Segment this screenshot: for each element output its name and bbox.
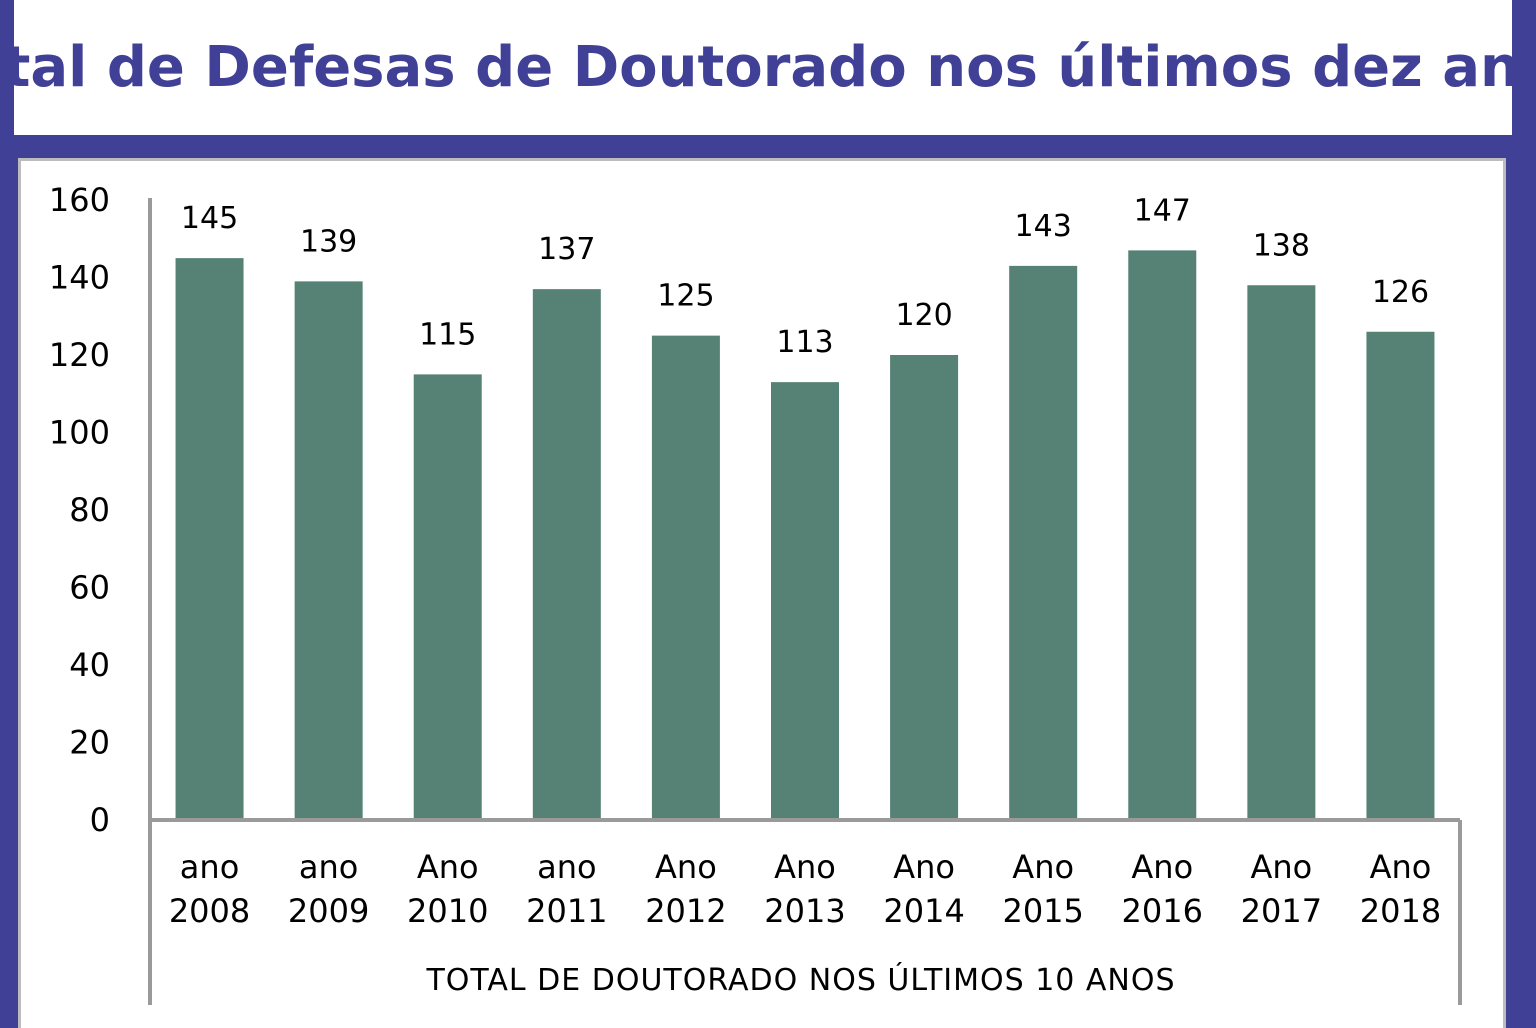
data-label: 147	[1134, 193, 1191, 228]
x-tick-label: Ano	[893, 848, 955, 886]
x-tick-label: 2014	[883, 892, 964, 930]
data-label: 115	[419, 317, 476, 352]
bar	[294, 281, 363, 820]
bar	[890, 355, 959, 820]
data-labels: 145 139 115 137 125 113 120 143 147 138 126	[181, 193, 1429, 360]
bar	[532, 289, 601, 820]
y-tick-label: 80	[69, 491, 110, 529]
data-label: 137	[538, 232, 595, 267]
data-label: 120	[895, 298, 952, 333]
data-label: 113	[776, 325, 833, 360]
title-banner: Total de Defesas de Doutorado nos último…	[0, 0, 1536, 135]
x-tick-label: Ano	[417, 848, 479, 886]
data-label: 145	[181, 201, 238, 236]
x-tick-label: ano	[299, 848, 358, 886]
x-tick-label: 2015	[1002, 892, 1083, 930]
y-tick-label: 60	[69, 569, 110, 607]
bar	[413, 374, 482, 820]
bars	[175, 250, 1435, 820]
category-labels: ano 2008 ano 2009 Ano 2010 ano 2011 Ano 2012 Ano 20…	[169, 848, 1441, 930]
y-tick-label: 40	[69, 646, 110, 684]
x-tick-label: 2013	[764, 892, 845, 930]
data-label: 143	[1015, 209, 1072, 244]
x-tick-label: 2009	[288, 892, 369, 930]
x-tick-label: 2011	[526, 892, 607, 930]
x-tick-label: 2008	[169, 892, 250, 930]
x-tick-label: Ano	[655, 848, 717, 886]
x-tick-label: Ano	[774, 848, 836, 886]
x-tick-label: 2010	[407, 892, 488, 930]
x-tick-label: 2018	[1360, 892, 1441, 930]
bar	[771, 382, 839, 820]
x-tick-label: ano	[180, 848, 239, 886]
data-label: 139	[300, 224, 357, 259]
x-tick-label: Ano	[1131, 848, 1193, 886]
y-tick-label: 100	[49, 414, 110, 452]
x-tick-label: Ano	[1012, 848, 1074, 886]
data-label: 126	[1372, 275, 1429, 310]
bar	[1128, 250, 1197, 820]
x-tick-label: 2017	[1241, 892, 1322, 930]
axes	[148, 198, 1462, 1005]
bar	[175, 258, 244, 820]
x-tick-label: Ano	[1250, 848, 1312, 886]
bar	[1247, 285, 1316, 820]
y-tick-label: 20	[69, 724, 110, 762]
x-tick-label: 2012	[645, 892, 726, 930]
y-tick-label: 160	[49, 181, 110, 219]
bar	[1009, 265, 1078, 820]
x-tick-label: Ano	[1370, 848, 1432, 886]
x-tick-label: 2016	[1122, 892, 1203, 930]
y-tick-label: 120	[49, 336, 110, 374]
y-tick-label: 0	[90, 801, 110, 839]
x-axis-title: TOTAL DE DOUTORADO NOS ÚLTIMOS 10 ANOS	[425, 961, 1175, 998]
data-label: 125	[657, 279, 714, 314]
y-tick-label: 140	[49, 259, 110, 297]
bar	[651, 335, 720, 820]
data-label: 138	[1253, 228, 1310, 263]
bar	[1366, 331, 1435, 820]
x-tick-label: ano	[537, 848, 596, 886]
chart-title: Total de Defesas de Doutorado nos último…	[0, 35, 1536, 100]
y-axis-ticks: 0 20 40 60 80 100 120 140 160	[49, 181, 110, 839]
